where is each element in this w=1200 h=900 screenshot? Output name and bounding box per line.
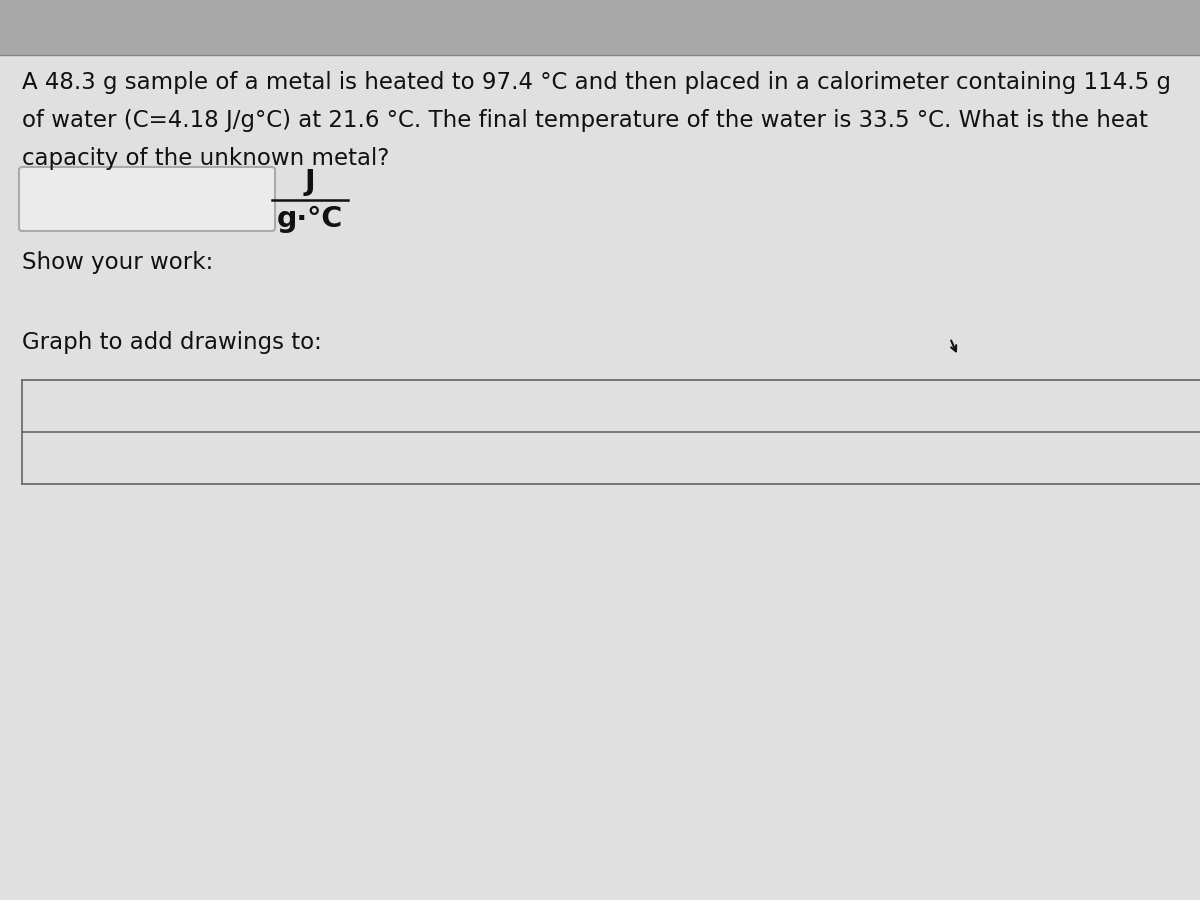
Text: of water (C=4.18 J/g°C) at 21.6 °C. The final temperature of the water is 33.5 °: of water (C=4.18 J/g°C) at 21.6 °C. The … <box>22 109 1148 131</box>
Text: capacity of the unknown metal?: capacity of the unknown metal? <box>22 147 389 169</box>
FancyBboxPatch shape <box>19 167 275 231</box>
Text: A 48.3 g sample of a metal is heated to 97.4 °C and then placed in a calorimeter: A 48.3 g sample of a metal is heated to … <box>22 70 1171 94</box>
Text: Graph to add drawings to:: Graph to add drawings to: <box>22 330 322 354</box>
Text: g·°C: g·°C <box>277 205 343 233</box>
Text: Show your work:: Show your work: <box>22 250 214 274</box>
Bar <box>0 0 1200 55</box>
Text: J: J <box>305 168 316 196</box>
